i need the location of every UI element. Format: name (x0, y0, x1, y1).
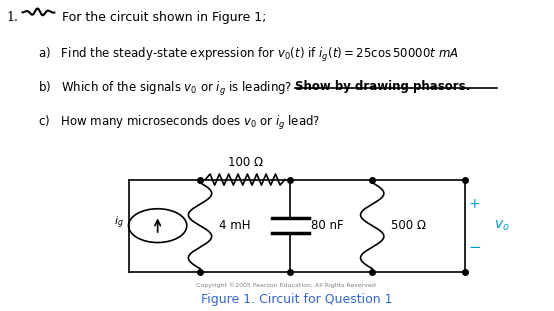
Text: 100 Ω: 100 Ω (228, 156, 263, 169)
Text: 1.: 1. (7, 11, 19, 24)
Text: 500 Ω: 500 Ω (391, 219, 425, 232)
Text: $i_g$: $i_g$ (114, 214, 123, 231)
Text: $v_o$: $v_o$ (494, 218, 510, 233)
Text: Show by drawing phasors.: Show by drawing phasors. (295, 80, 471, 93)
Text: b)   Which of the signals $v_0$ or $i_g$ is leading?: b) Which of the signals $v_0$ or $i_g$ i… (38, 80, 294, 98)
Text: −: − (468, 240, 481, 255)
Text: Figure 1. Circuit for Question 1: Figure 1. Circuit for Question 1 (201, 293, 392, 306)
Text: +: + (469, 197, 480, 211)
Text: a)   Find the steady-state expression for $v_0(t)$ if $i_g(t) = 25\cos 50000t\ m: a) Find the steady-state expression for … (38, 46, 459, 64)
Text: For the circuit shown in Figure 1;: For the circuit shown in Figure 1; (62, 11, 266, 24)
Text: 4 mH: 4 mH (219, 219, 250, 232)
Text: Copyright ©2005 Pearson Education, All Rights Reserved: Copyright ©2005 Pearson Education, All R… (196, 282, 376, 288)
Text: c)   How many microseconds does $v_0$ or $i_g$ lead?: c) How many microseconds does $v_0$ or $… (38, 114, 321, 132)
Text: 80 nF: 80 nF (311, 219, 344, 232)
